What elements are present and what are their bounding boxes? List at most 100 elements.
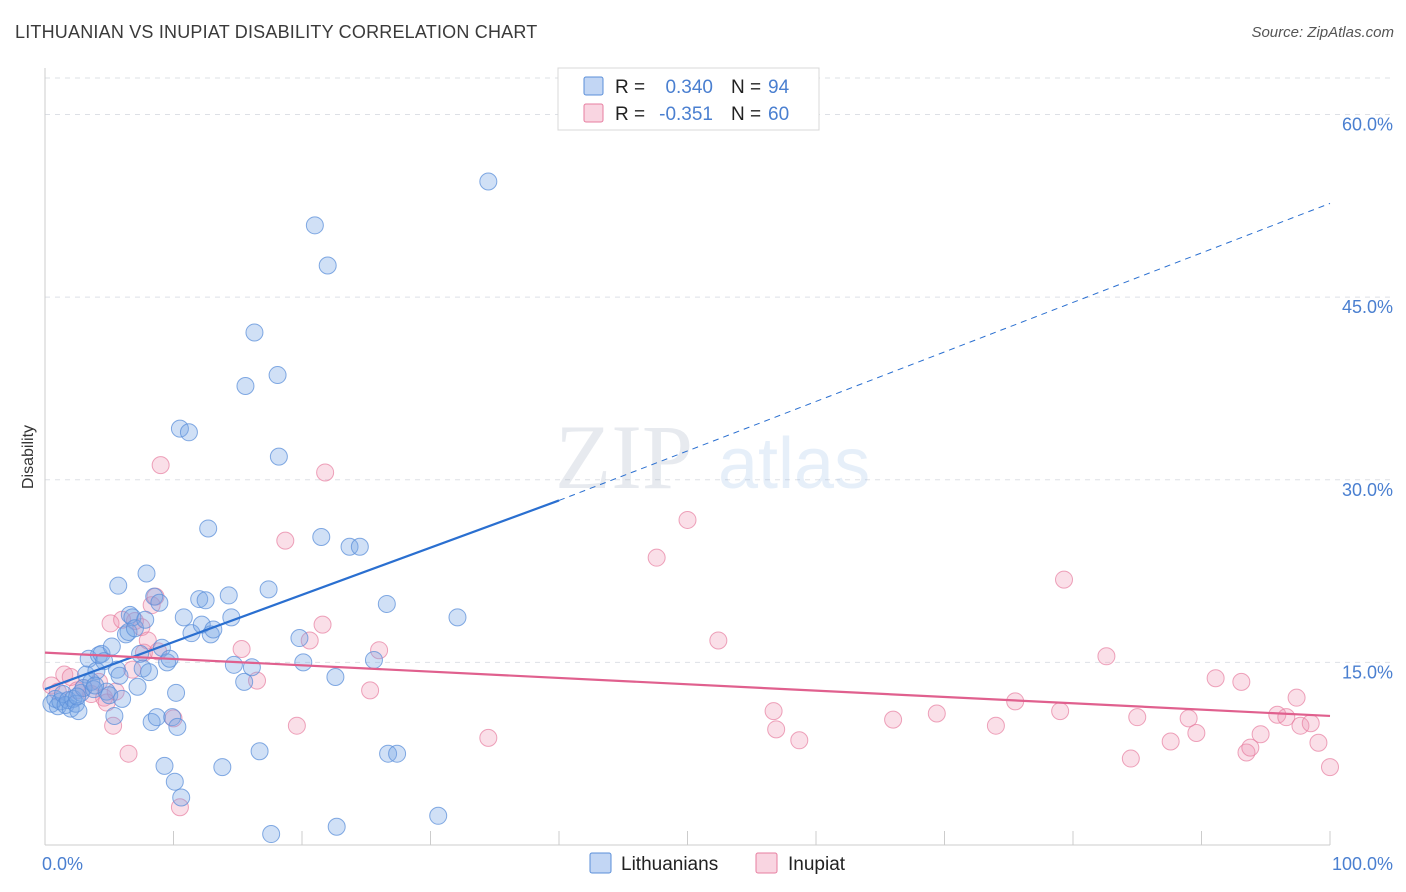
lithuanians-point	[116, 625, 135, 644]
lithuanians-point	[326, 667, 345, 686]
lithuanians-point	[92, 644, 111, 663]
inupiat-point	[1055, 570, 1074, 589]
inupiat-point	[1097, 647, 1116, 666]
lithuanians-point	[269, 447, 288, 466]
chart-title: LITHUANIAN VS INUPIAT DISABILITY CORRELA…	[15, 22, 538, 42]
legend-r-value: -0.351	[659, 104, 713, 125]
stats-legend: R = 0.340 N = 94 R = -0.351 N = 60	[557, 67, 820, 131]
lithuanians-point	[150, 593, 169, 612]
inupiat-point	[764, 702, 783, 721]
lithuanians-point	[377, 594, 396, 613]
lithuanians-point	[109, 576, 128, 595]
inupiat-point	[1301, 714, 1320, 733]
inupiat-trend-line	[44, 651, 1331, 718]
lithuanians-point	[448, 608, 467, 627]
lithuanians-point	[350, 537, 369, 556]
trend-lines	[44, 202, 1331, 718]
legend-label-lithuanians: Lithuanians	[621, 854, 718, 875]
inupiat-point	[361, 681, 380, 700]
lithuanians-points	[42, 172, 498, 844]
legend-n-value: 94	[768, 77, 790, 98]
lithuanians-point	[236, 377, 255, 396]
inupiat-point	[678, 510, 697, 529]
series-legend: Lithuanians Inupiat	[589, 852, 846, 875]
lithuanians-point	[68, 687, 87, 706]
inupiat-point	[1051, 702, 1070, 721]
lithuanians-point	[219, 586, 238, 605]
watermark-zip: ZIP	[555, 406, 693, 508]
lithuanians-point	[110, 666, 129, 685]
inupiat-point	[170, 798, 189, 817]
lithuanians-point	[168, 717, 187, 736]
inupiat-point	[1309, 733, 1328, 752]
legend-r-label: R =	[615, 77, 645, 98]
lithuanians-point	[145, 587, 164, 606]
inupiat-point	[709, 631, 728, 650]
lithuanians-point	[113, 689, 132, 708]
inupiat-point	[647, 548, 666, 567]
lithuanians-trend-projection	[558, 202, 1331, 501]
legend-swatch-lithuanians	[589, 852, 612, 874]
lithuanians-point	[388, 744, 407, 763]
inupiat-point	[790, 731, 809, 750]
legend-n-label: N =	[731, 104, 761, 125]
lithuanians-point	[53, 685, 72, 704]
y-tick-label: 60.0%	[1342, 115, 1393, 135]
lithuanians-point	[245, 323, 264, 342]
inupiat-point	[927, 704, 946, 723]
grid-lines	[45, 77, 1392, 663]
legend-r-value: 0.340	[665, 77, 713, 98]
lithuanians-point	[66, 694, 85, 713]
inupiat-point	[1187, 723, 1206, 742]
inupiat-point	[101, 614, 120, 633]
lithuanians-point	[290, 629, 309, 648]
inupiat-point	[479, 728, 498, 747]
lithuanians-point	[213, 758, 232, 777]
inupiat-points	[42, 456, 1339, 817]
inupiat-point	[884, 710, 903, 729]
lithuanians-point	[172, 788, 191, 807]
lithuanians-point	[340, 537, 359, 556]
axes: 15.0% 30.0% 45.0% 60.0% 0.0% 100.0%	[42, 68, 1393, 874]
lithuanians-point	[318, 256, 337, 275]
y-tick-label: 15.0%	[1342, 662, 1393, 682]
lithuanians-point	[364, 650, 383, 669]
inupiat-point	[1206, 669, 1225, 688]
inupiat-point	[287, 716, 306, 735]
lithuanians-point	[165, 772, 184, 791]
inupiat-point	[767, 720, 786, 739]
lithuanians-point	[224, 655, 243, 674]
legend-n-label: N =	[731, 77, 761, 98]
inupiat-point	[1232, 672, 1251, 691]
x-tick-label: 100.0%	[1332, 854, 1393, 874]
lithuanians-point	[479, 172, 498, 191]
inupiat-point	[276, 531, 295, 550]
lithuanians-point	[142, 713, 161, 732]
lithuanians-point	[268, 366, 287, 385]
inupiat-point	[119, 744, 138, 763]
y-tick-label: 45.0%	[1342, 297, 1393, 317]
legend-swatch-inupiat	[755, 852, 778, 874]
lithuanians-point	[170, 419, 189, 438]
inupiat-point	[1161, 732, 1180, 751]
lithuanians-point	[163, 708, 182, 727]
lithuanians-point	[199, 519, 218, 538]
inupiat-point	[316, 463, 335, 482]
lithuanians-point	[69, 702, 88, 721]
lithuanians-point	[140, 663, 159, 682]
x-tick-label: 0.0%	[42, 854, 83, 874]
inupiat-point	[1251, 725, 1270, 744]
inupiat-point	[1321, 758, 1339, 777]
legend-swatch	[583, 76, 604, 96]
lithuanians-point	[102, 637, 121, 656]
lithuanians-point	[262, 825, 281, 844]
inupiat-point	[370, 641, 389, 660]
inupiat-point	[986, 716, 1005, 735]
lithuanians-point	[312, 527, 331, 546]
source-label: Source: ZipAtlas.com	[1251, 24, 1394, 41]
lithuanians-point	[259, 580, 278, 599]
lithuanians-point	[196, 591, 215, 610]
legend-swatch	[583, 103, 604, 123]
watermark-atlas: atlas	[718, 424, 870, 504]
y-axis-label: Disability	[20, 425, 37, 489]
